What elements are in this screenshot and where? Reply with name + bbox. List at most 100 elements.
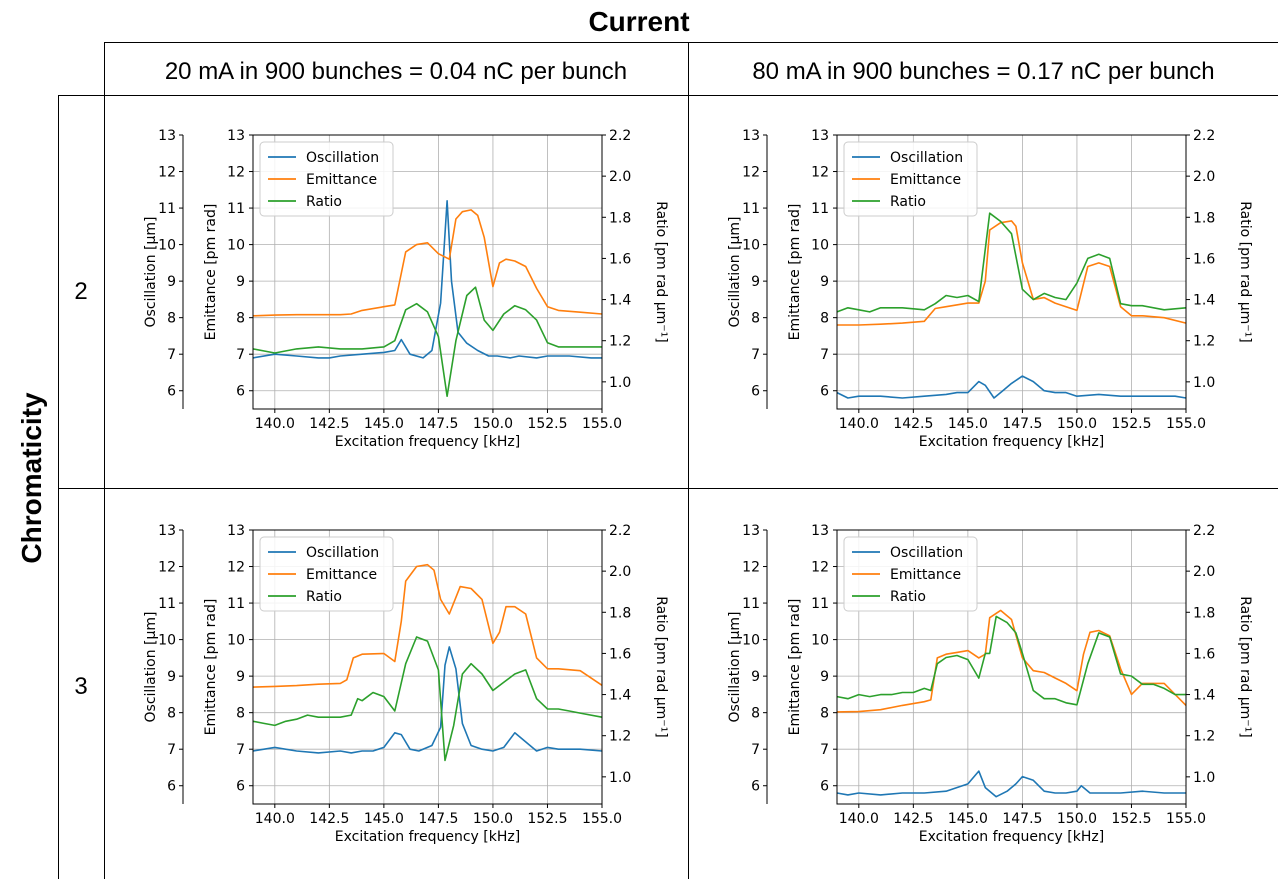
y-tick-label-emittance: 12 bbox=[227, 165, 245, 181]
y-tick-label-emittance: 6 bbox=[236, 384, 245, 400]
y-tick-label-oscillation: 11 bbox=[742, 596, 760, 612]
plot-frame bbox=[252, 134, 603, 410]
plot-frame bbox=[836, 529, 1187, 805]
y-tick-label-ratio: 1.0 bbox=[1193, 375, 1215, 391]
x-tick-label: 150.0 bbox=[1057, 811, 1097, 827]
y-tick-label-emittance: 13 bbox=[227, 128, 245, 144]
x-tick-label: 142.5 bbox=[893, 811, 933, 827]
legend-label-emittance: Emittance bbox=[890, 567, 961, 583]
y-tick-label-ratio: 1.4 bbox=[609, 688, 631, 704]
grid-line-left bbox=[104, 42, 105, 879]
y-tick-label-ratio: 1.8 bbox=[609, 605, 631, 621]
y-axis-label-ratio: Ratio [pm rad µm⁻¹] bbox=[1237, 596, 1253, 738]
series-line-ratio bbox=[252, 286, 602, 398]
chart-chromaticity-2-80mA: 140.0 142.5 145.0 147.5 150.0 152.5 155.0 6 7 8 9 1… bbox=[727, 128, 1253, 450]
y-tick-label-ratio: 1.4 bbox=[1193, 293, 1215, 309]
x-tick-label: 145.0 bbox=[364, 416, 404, 432]
x-tick-label: 145.0 bbox=[948, 811, 988, 827]
y-tick-label-emittance: 10 bbox=[811, 238, 829, 254]
legend-label-oscillation: Oscillation bbox=[890, 150, 963, 166]
grid-line-center bbox=[688, 42, 689, 879]
y-tick-label-oscillation: 10 bbox=[158, 238, 176, 254]
y-tick-label-oscillation: 13 bbox=[742, 523, 760, 539]
y-tick-label-ratio: 1.6 bbox=[1193, 251, 1215, 267]
x-tick-label: 150.0 bbox=[473, 416, 513, 432]
y-tick-label-ratio: 1.6 bbox=[1193, 646, 1215, 662]
legend-box bbox=[259, 536, 394, 612]
y-tick-label-oscillation: 9 bbox=[167, 669, 176, 685]
x-tick-label: 147.5 bbox=[418, 416, 458, 432]
y-tick-label-emittance: 8 bbox=[820, 311, 829, 327]
y-axis-label-ratio: Ratio [pm rad µm⁻¹] bbox=[653, 201, 669, 343]
y-axis-label-emittance: Emittance [pm rad] bbox=[203, 599, 219, 736]
y-tick-label-ratio: 1.6 bbox=[609, 251, 631, 267]
y-axis-label-ratio: Ratio [pm rad µm⁻¹] bbox=[653, 596, 669, 738]
x-axis-label: Excitation frequency [kHz] bbox=[335, 829, 520, 845]
y-axis-label-oscillation: Oscillation [µm] bbox=[143, 612, 159, 723]
y-tick-label-emittance: 10 bbox=[227, 633, 245, 649]
y-tick-label-oscillation: 7 bbox=[167, 347, 176, 363]
y-tick-label-oscillation: 11 bbox=[742, 201, 760, 217]
x-tick-label: 147.5 bbox=[1002, 811, 1042, 827]
y-tick-label-oscillation: 13 bbox=[742, 128, 760, 144]
legend-label-oscillation: Oscillation bbox=[890, 545, 963, 561]
series-line-ratio bbox=[836, 212, 1187, 313]
legend-label-oscillation: Oscillation bbox=[306, 150, 379, 166]
y-tick-label-oscillation: 13 bbox=[158, 523, 176, 539]
y-tick-label-emittance: 7 bbox=[236, 742, 245, 758]
y-tick-label-oscillation: 9 bbox=[751, 274, 760, 290]
x-tick-label: 140.0 bbox=[839, 811, 879, 827]
legend-label-ratio: Ratio bbox=[306, 589, 342, 605]
grid-line-header bbox=[58, 95, 1278, 96]
y-tick-label-oscillation: 12 bbox=[742, 560, 760, 576]
x-tick-label: 142.5 bbox=[309, 416, 349, 432]
series-line-oscillation bbox=[836, 375, 1187, 399]
y-axis-label-oscillation: Oscillation [µm] bbox=[727, 612, 743, 723]
series-line-emittance bbox=[837, 220, 1187, 326]
y-tick-label-oscillation: 10 bbox=[742, 238, 760, 254]
row-header-2: 2 bbox=[74, 278, 88, 305]
grid-line-top bbox=[104, 42, 1278, 43]
y-tick-label-oscillation: 10 bbox=[742, 633, 760, 649]
x-tick-label: 147.5 bbox=[1002, 416, 1042, 432]
x-tick-label: 147.5 bbox=[418, 811, 458, 827]
x-tick-label: 155.0 bbox=[1166, 811, 1206, 827]
legend-label-emittance: Emittance bbox=[306, 567, 377, 583]
y-tick-label-oscillation: 6 bbox=[751, 384, 760, 400]
legend-label-oscillation: Oscillation bbox=[306, 545, 379, 561]
legend-label-ratio: Ratio bbox=[890, 194, 926, 210]
row-header-3: 3 bbox=[74, 673, 88, 700]
y-tick-label-ratio: 2.2 bbox=[1193, 523, 1215, 539]
y-tick-label-emittance: 9 bbox=[236, 274, 245, 290]
series-line-emittance bbox=[252, 563, 603, 688]
y-tick-label-oscillation: 13 bbox=[158, 128, 176, 144]
y-tick-label-emittance: 12 bbox=[811, 560, 829, 576]
y-tick-label-emittance: 11 bbox=[227, 596, 245, 612]
legend-label-ratio: Ratio bbox=[306, 194, 342, 210]
plot-frame bbox=[836, 134, 1187, 410]
series-line-ratio bbox=[252, 636, 603, 762]
y-tick-label-emittance: 12 bbox=[811, 165, 829, 181]
y-tick-label-oscillation: 10 bbox=[158, 633, 176, 649]
x-tick-label: 155.0 bbox=[582, 416, 622, 432]
y-tick-label-ratio: 1.4 bbox=[1193, 688, 1215, 704]
x-tick-label: 140.0 bbox=[839, 416, 879, 432]
y-tick-label-ratio: 1.2 bbox=[609, 729, 631, 745]
column-header-80ma: 80 mA in 900 bunches = 0.17 nC per bunch bbox=[752, 58, 1215, 85]
y-tick-label-oscillation: 6 bbox=[167, 384, 176, 400]
y-tick-label-emittance: 9 bbox=[820, 274, 829, 290]
y-tick-label-oscillation: 12 bbox=[158, 165, 176, 181]
y-tick-label-oscillation: 9 bbox=[751, 669, 760, 685]
x-tick-label: 145.0 bbox=[364, 811, 404, 827]
legend-label-emittance: Emittance bbox=[306, 172, 377, 188]
x-tick-label: 142.5 bbox=[309, 811, 349, 827]
chart-chromaticity-3-20mA: 140.0 142.5 145.0 147.5 150.0 152.5 155.0 6 7 8 9 1… bbox=[143, 523, 669, 845]
y-tick-label-oscillation: 9 bbox=[167, 274, 176, 290]
y-tick-label-emittance: 11 bbox=[811, 201, 829, 217]
x-tick-label: 152.5 bbox=[1111, 416, 1151, 432]
y-tick-label-ratio: 2.2 bbox=[1193, 128, 1215, 144]
x-tick-label: 142.5 bbox=[893, 416, 933, 432]
y-tick-label-emittance: 13 bbox=[227, 523, 245, 539]
x-tick-label: 155.0 bbox=[1166, 416, 1206, 432]
